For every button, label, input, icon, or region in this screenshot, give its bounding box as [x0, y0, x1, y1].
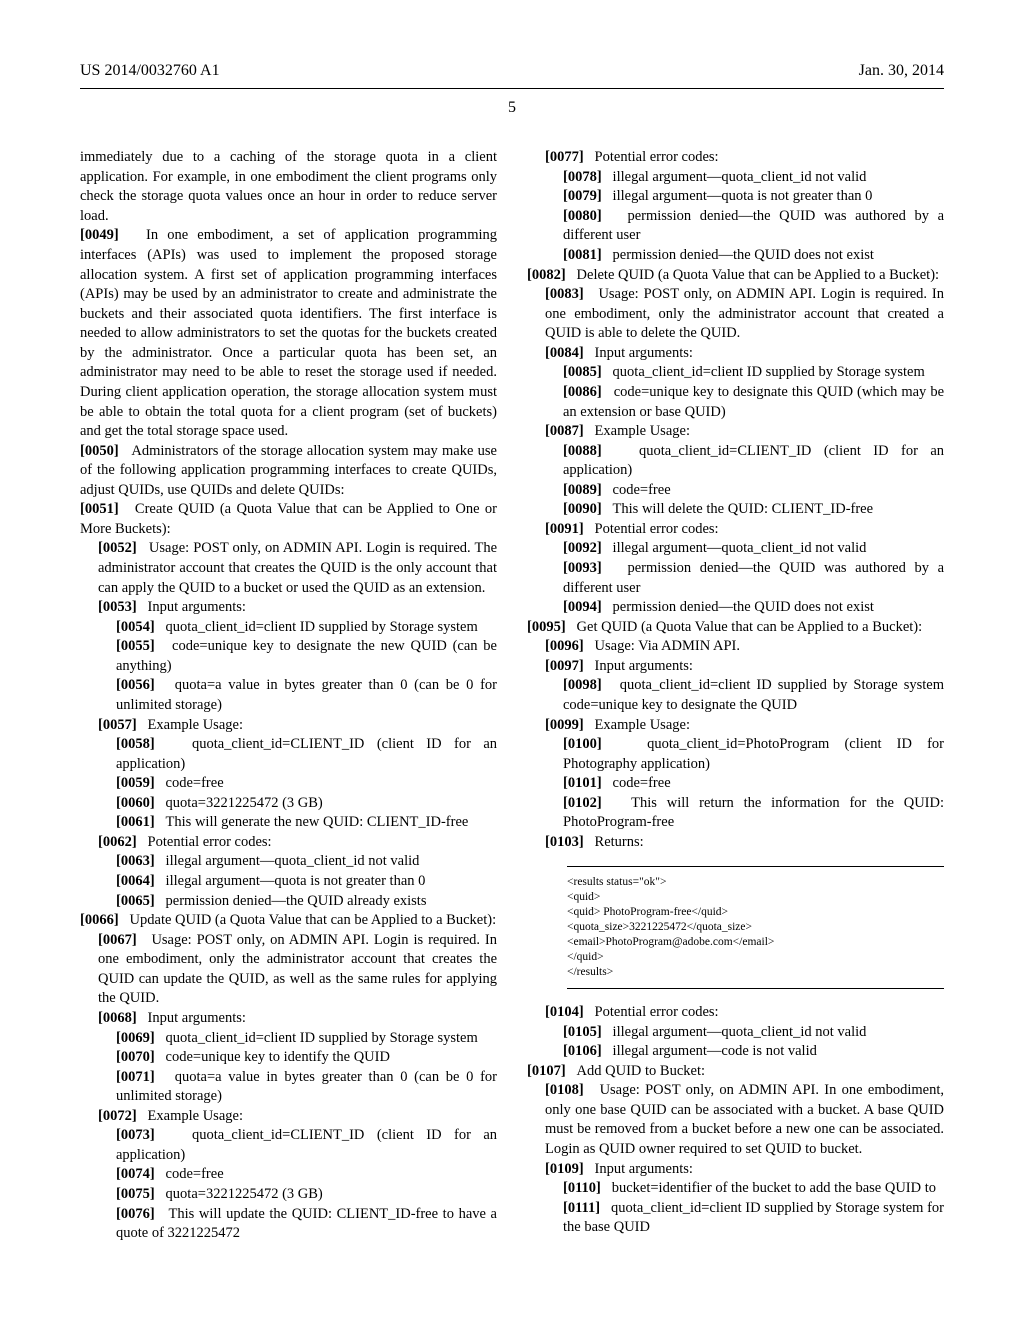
code-line: <quid> PhotoProgram-free</quid> — [567, 905, 944, 920]
code-line: </quid> — [567, 950, 944, 965]
paragraph-0058: [0058] quota_client_id=CLIENT_ID (client… — [116, 735, 497, 774]
code-line: <results status="ok"> — [567, 875, 944, 890]
code-line: <quota_size>3221225472</quota_size> — [567, 920, 944, 935]
paragraph-0091: [0091] Potential error codes: — [545, 520, 944, 540]
paragraph-0104: [0104] Potential error codes: — [545, 1003, 944, 1023]
paragraph-0052: [0052] Usage: POST only, on ADMIN API. L… — [98, 539, 497, 598]
paragraph-0107: [0107] Add QUID to Bucket: — [527, 1062, 944, 1082]
paragraph-0055: [0055] code=unique key to designate the … — [116, 637, 497, 676]
paragraph-0057: [0057] Example Usage: — [98, 716, 497, 736]
paragraph-0101: [0101] code=free — [563, 774, 944, 794]
paragraph-0075: [0075] quota=3221225472 (3 GB) — [116, 1185, 497, 1205]
paragraph-0099: [0099] Example Usage: — [545, 716, 944, 736]
paragraph-0080: [0080] permission denied—the QUID was au… — [563, 207, 944, 246]
paragraph-0064: [0064] illegal argument—quota is not gre… — [116, 872, 497, 892]
paragraph-0081: [0081] permission denied—the QUID does n… — [563, 246, 944, 266]
paragraph-0094: [0094] permission denied—the QUID does n… — [563, 598, 944, 618]
paragraph-0108: [0108] Usage: POST only, on ADMIN API. I… — [545, 1081, 944, 1159]
paragraph-0070: [0070] code=unique key to identify the Q… — [116, 1048, 497, 1068]
paragraph-0086: [0086] code=unique key to designate this… — [563, 383, 944, 422]
paragraph-intro: immediately due to a caching of the stor… — [80, 148, 497, 226]
paragraph-0092: [0092] illegal argument—quota_client_id … — [563, 539, 944, 559]
paragraph-0098: [0098] quota_client_id=client ID supplie… — [563, 676, 944, 715]
paragraph-0051: [0051] Create QUID (a Quota Value that c… — [80, 500, 497, 539]
paragraph-0087: [0087] Example Usage: — [545, 422, 944, 442]
body-columns: immediately due to a caching of the stor… — [80, 148, 944, 1244]
paragraph-0078: [0078] illegal argument—quota_client_id … — [563, 168, 944, 188]
publication-date: Jan. 30, 2014 — [859, 60, 944, 82]
paragraph-0072: [0072] Example Usage: — [98, 1107, 497, 1127]
publication-number: US 2014/0032760 A1 — [80, 60, 220, 82]
code-line: <quid> — [567, 890, 944, 905]
xml-result-block: <results status="ok"> <quid> <quid> Phot… — [567, 866, 944, 989]
paragraph-0053: [0053] Input arguments: — [98, 598, 497, 618]
paragraph-0102: [0102] This will return the information … — [563, 794, 944, 833]
paragraph-0065: [0065] permission denied—the QUID alread… — [116, 892, 497, 912]
page-header: US 2014/0032760 A1 Jan. 30, 2014 — [80, 60, 944, 82]
paragraph-0054: [0054] quota_client_id=client ID supplie… — [116, 618, 497, 638]
paragraph-0050: [0050] Administrators of the storage all… — [80, 442, 497, 501]
paragraph-0068: [0068] Input arguments: — [98, 1009, 497, 1029]
paragraph-0082: [0082] Delete QUID (a Quota Value that c… — [527, 266, 944, 286]
paragraph-0095: [0095] Get QUID (a Quota Value that can … — [527, 618, 944, 638]
paragraph-0084: [0084] Input arguments: — [545, 344, 944, 364]
paragraph-0096: [0096] Usage: Via ADMIN API. — [545, 637, 944, 657]
paragraph-0109: [0109] Input arguments: — [545, 1160, 944, 1180]
paragraph-0110: [0110] bucket=identifier of the bucket t… — [563, 1179, 944, 1199]
paragraph-0083: [0083] Usage: POST only, on ADMIN API. L… — [545, 285, 944, 344]
paragraph-0049: [0049] In one embodiment, a set of appli… — [80, 226, 497, 441]
paragraph-0103: [0103] Returns: — [545, 833, 944, 853]
paragraph-0066: [0066] Update QUID (a Quota Value that c… — [80, 911, 497, 931]
paragraph-0076: [0076] This will update the QUID: CLIENT… — [116, 1205, 497, 1244]
paragraph-0059: [0059] code=free — [116, 774, 497, 794]
header-rule — [80, 88, 944, 89]
code-line: </results> — [567, 965, 944, 980]
paragraph-0111: [0111] quota_client_id=client ID supplie… — [563, 1199, 944, 1238]
paragraph-0105: [0105] illegal argument—quota_client_id … — [563, 1023, 944, 1043]
paragraph-0061: [0061] This will generate the new QUID: … — [116, 813, 497, 833]
page-number: 5 — [80, 97, 944, 119]
paragraph-0073: [0073] quota_client_id=CLIENT_ID (client… — [116, 1126, 497, 1165]
paragraph-0071: [0071] quota=a value in bytes greater th… — [116, 1068, 497, 1107]
code-line: <email>PhotoProgram@adobe.com</email> — [567, 935, 944, 950]
paragraph-0100: [0100] quota_client_id=PhotoProgram (cli… — [563, 735, 944, 774]
paragraph-0088: [0088] quota_client_id=CLIENT_ID (client… — [563, 442, 944, 481]
paragraph-0079: [0079] illegal argument—quota is not gre… — [563, 187, 944, 207]
paragraph-0093: [0093] permission denied—the QUID was au… — [563, 559, 944, 598]
paragraph-0097: [0097] Input arguments: — [545, 657, 944, 677]
paragraph-0074: [0074] code=free — [116, 1165, 497, 1185]
paragraph-0060: [0060] quota=3221225472 (3 GB) — [116, 794, 497, 814]
paragraph-0067: [0067] Usage: POST only, on ADMIN API. L… — [98, 931, 497, 1009]
paragraph-0090: [0090] This will delete the QUID: CLIENT… — [563, 500, 944, 520]
paragraph-0085: [0085] quota_client_id=client ID supplie… — [563, 363, 944, 383]
paragraph-0056: [0056] quota=a value in bytes greater th… — [116, 676, 497, 715]
paragraph-0063: [0063] illegal argument—quota_client_id … — [116, 852, 497, 872]
paragraph-0069: [0069] quota_client_id=client ID supplie… — [116, 1029, 497, 1049]
paragraph-0062: [0062] Potential error codes: — [98, 833, 497, 853]
paragraph-0106: [0106] illegal argument—code is not vali… — [563, 1042, 944, 1062]
paragraph-0077: [0077] Potential error codes: — [545, 148, 944, 168]
paragraph-0089: [0089] code=free — [563, 481, 944, 501]
